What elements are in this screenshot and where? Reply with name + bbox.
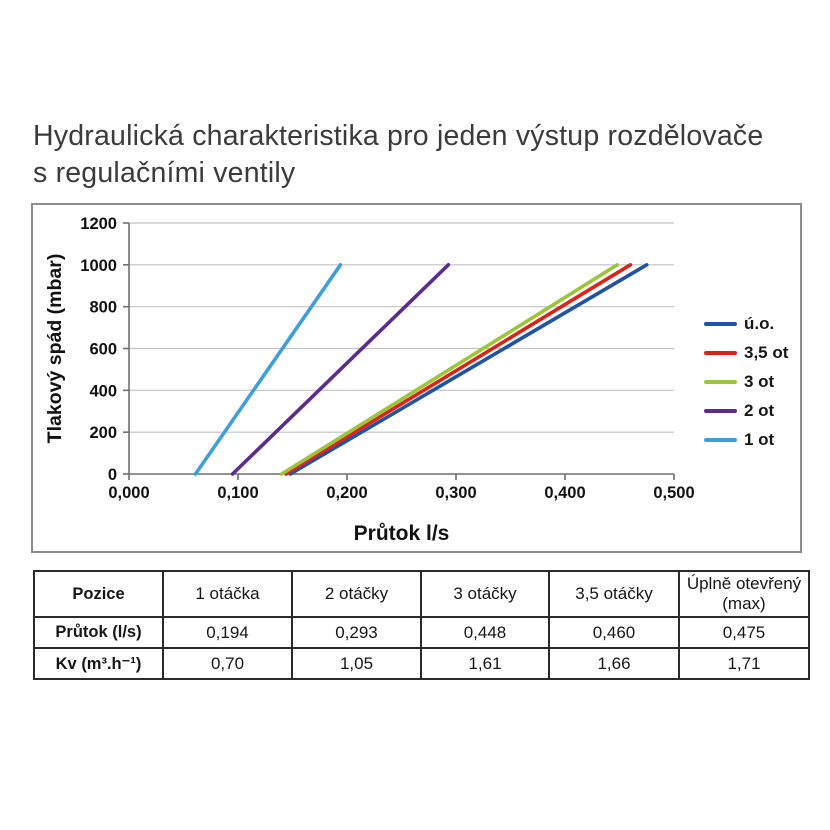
- x-tick-label: 0,500: [653, 484, 694, 502]
- legend-label: 1 ot: [744, 429, 775, 449]
- legend-item: 3 ot: [704, 367, 788, 396]
- x-tick-label: 0,300: [435, 484, 476, 502]
- legend-item: 3,5 ot: [704, 338, 788, 367]
- legend-line-swatch: [704, 321, 737, 326]
- legend-line-swatch: [704, 408, 737, 413]
- table-cell: 1,61: [420, 647, 550, 680]
- y-tick-label: 800: [89, 299, 117, 317]
- x-axis-title: Průtok l/s: [354, 522, 450, 545]
- table-cell: 1,71: [678, 647, 810, 680]
- x-tick-label: 0,400: [544, 484, 585, 502]
- legend-item: 1 ot: [704, 425, 788, 454]
- legend-line-swatch: [704, 350, 737, 355]
- legend-line-swatch: [704, 379, 737, 384]
- valve-position-table: Pozice 1 otáčka 2 otáčky 3 otáčky 3,5 ot…: [33, 570, 810, 680]
- y-tick-label: 1200: [80, 215, 117, 233]
- table-header-cell: Úplně otevřený (max): [678, 570, 810, 618]
- table-cell: 0,475: [678, 616, 810, 649]
- table-row-label: Kv (m³.h⁻¹): [33, 647, 164, 680]
- series-line-3,5 ot: [284, 263, 633, 476]
- legend-label: 3 ot: [744, 371, 775, 391]
- table-header-cell: Pozice: [33, 570, 164, 618]
- series-line-ú.o.: [288, 263, 649, 476]
- series-line-1 ot: [193, 263, 343, 476]
- table-cell: 1,05: [291, 647, 422, 680]
- table-header-cell: 2 otáčky: [291, 570, 422, 618]
- table-cell: 0,293: [291, 616, 422, 649]
- legend-label: 3,5 ot: [744, 342, 789, 362]
- table-row: Průtok (l/s) 0,194 0,293 0,448 0,460 0,4…: [33, 616, 810, 649]
- legend-item: ú.o.: [704, 309, 788, 338]
- y-tick-label: 0: [108, 466, 117, 484]
- table-header-cell: 1 otáčka: [162, 570, 293, 618]
- y-tick-label: 1000: [80, 257, 117, 275]
- table-header-row: Pozice 1 otáčka 2 otáčky 3 otáčky 3,5 ot…: [33, 570, 810, 618]
- chart-panel: 0 200 400 600 800 1000 1200 0,000 0,100 0,200 0,30…: [31, 203, 802, 553]
- page-title: Hydraulická charakteristika pro jeden vý…: [33, 118, 763, 192]
- chart-legend: ú.o. 3,5 ot 3 ot 2 ot 1 ot: [704, 309, 788, 454]
- table-cell: 0,194: [162, 616, 293, 649]
- y-tick-label: 400: [89, 382, 117, 400]
- page-title-line1: Hydraulická charakteristika pro jeden vý…: [33, 120, 764, 152]
- y-tick-label: 200: [89, 424, 117, 442]
- table-cell: 1,66: [548, 647, 680, 680]
- legend-line-swatch: [704, 437, 737, 442]
- table-cell: 0,460: [548, 616, 680, 649]
- x-tick-label: 0,100: [217, 484, 258, 502]
- series-line-2 ot: [230, 263, 451, 476]
- table-row: Kv (m³.h⁻¹) 0,70 1,05 1,61 1,66 1,71: [33, 647, 810, 680]
- x-tick-label: 0,000: [108, 484, 149, 502]
- table-cell: 0,448: [420, 616, 550, 649]
- chart-plot: 0 200 400 600 800 1000 1200 0,000 0,100 0,200 0,30…: [44, 215, 695, 545]
- legend-label: 2 ot: [744, 400, 775, 420]
- y-tick-label: 600: [89, 341, 117, 359]
- series-line-3 ot: [279, 263, 620, 476]
- y-axis-title: Tlakový spád (mbar): [44, 254, 66, 444]
- table-header-cell: 3,5 otáčky: [548, 570, 680, 618]
- page-title-line2: s regulačními ventily: [33, 157, 296, 189]
- legend-label: ú.o.: [744, 313, 775, 333]
- table-cell: 0,70: [162, 647, 293, 680]
- x-tick-label: 0,200: [326, 484, 367, 502]
- legend-item: 2 ot: [704, 396, 788, 425]
- table-header-cell: 3 otáčky: [420, 570, 550, 618]
- table-row-label: Průtok (l/s): [33, 616, 164, 649]
